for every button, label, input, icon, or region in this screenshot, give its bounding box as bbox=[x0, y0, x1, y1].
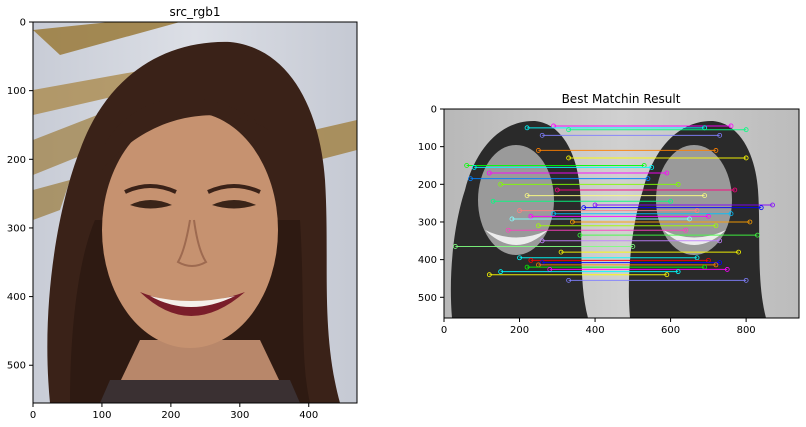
keypoint-marker bbox=[649, 164, 655, 170]
keypoint-marker bbox=[728, 123, 734, 129]
y-tick-label: 200 bbox=[7, 155, 26, 166]
y-tick-label: 0 bbox=[431, 105, 437, 116]
keypoint-marker bbox=[486, 272, 492, 278]
keypoint-marker bbox=[694, 208, 700, 214]
keypoint-marker bbox=[755, 232, 760, 238]
keypoint-marker bbox=[705, 213, 711, 219]
keypoint-marker bbox=[566, 127, 572, 133]
keypoint-marker bbox=[743, 277, 749, 283]
keypoint-marker bbox=[524, 125, 530, 131]
keypoint-marker bbox=[539, 132, 545, 138]
keypoint-marker bbox=[452, 244, 458, 249]
keypoint-marker bbox=[630, 244, 636, 249]
axis-ticks: 0 200 400 600 800 0 100 200 300 400 500 bbox=[418, 105, 756, 337]
keypoint-marker bbox=[566, 277, 572, 283]
keypoint-marker bbox=[728, 211, 734, 217]
keypoint-marker bbox=[528, 257, 534, 263]
keypoint-marker bbox=[713, 223, 719, 229]
y-tick-label: 100 bbox=[7, 86, 26, 97]
y-tick-label: 200 bbox=[418, 180, 437, 191]
keypoint-marker bbox=[668, 198, 673, 204]
keypoint-marker bbox=[664, 272, 670, 278]
keypoint-marker bbox=[713, 262, 719, 268]
x-tick-label: 800 bbox=[737, 325, 756, 336]
match-lines bbox=[452, 123, 775, 283]
keypoint-marker bbox=[747, 219, 753, 225]
keypoint-marker bbox=[509, 216, 515, 222]
keypoint-marker bbox=[675, 181, 681, 187]
keypoint-marker bbox=[558, 249, 564, 255]
x-tick-label: 300 bbox=[230, 410, 249, 421]
keypoint-marker bbox=[717, 132, 723, 138]
keypoint-marker bbox=[724, 267, 730, 272]
keypoint-marker bbox=[570, 219, 575, 225]
keypoint-marker bbox=[592, 202, 598, 208]
x-tick-label: 600 bbox=[661, 325, 680, 336]
keypoint-marker bbox=[645, 176, 651, 182]
keypoint-marker bbox=[770, 202, 775, 208]
keypoint-marker bbox=[524, 264, 530, 270]
gray-portrait-left bbox=[450, 120, 588, 318]
keypoint-marker bbox=[536, 223, 541, 229]
keypoint-marker bbox=[536, 148, 541, 153]
axes-best-match: Best Matchin Result 0 200 400 600 800 0 100 200… bbox=[418, 92, 800, 337]
y-tick-label: 400 bbox=[7, 292, 26, 303]
keypoint-marker bbox=[717, 238, 723, 244]
keypoint-marker bbox=[743, 127, 749, 133]
keypoint-marker bbox=[539, 238, 545, 244]
keypoint-marker bbox=[581, 205, 587, 211]
x-tick-label: 200 bbox=[510, 325, 529, 336]
keypoint-marker bbox=[517, 208, 522, 214]
y-tick-label: 100 bbox=[418, 142, 437, 153]
x-tick-label: 200 bbox=[161, 410, 180, 421]
y-tick-label: 500 bbox=[418, 293, 437, 304]
x-tick-label: 100 bbox=[92, 410, 111, 421]
x-tick-label: 400 bbox=[586, 325, 605, 336]
keypoint-marker bbox=[675, 269, 681, 275]
keypoint-marker bbox=[486, 170, 492, 176]
keypoint-marker bbox=[471, 164, 477, 170]
keypoint-marker bbox=[505, 227, 511, 233]
keypoint-marker bbox=[498, 269, 504, 275]
y-tick-label: 0 bbox=[20, 18, 26, 29]
portrait-color-image bbox=[33, 22, 357, 403]
keypoint-marker bbox=[713, 148, 719, 153]
keypoint-marker bbox=[554, 187, 560, 193]
keypoint-marker bbox=[702, 193, 707, 199]
y-tick-label: 300 bbox=[7, 223, 26, 234]
x-tick-label: 0 bbox=[441, 325, 447, 336]
keypoint-marker bbox=[490, 198, 496, 204]
keypoint-marker bbox=[687, 216, 692, 222]
keypoint-marker bbox=[528, 213, 534, 219]
keypoint-marker bbox=[717, 260, 723, 266]
gray-portrait-right bbox=[628, 120, 766, 318]
y-tick-label: 500 bbox=[7, 361, 26, 372]
matched-grayscale-image bbox=[444, 109, 799, 318]
keypoint-marker bbox=[464, 163, 470, 168]
keypoint-marker bbox=[743, 155, 749, 161]
axes-src-rgb1: src_rgb1 bbox=[7, 5, 358, 422]
keypoint-marker bbox=[524, 193, 530, 199]
keypoint-marker bbox=[566, 155, 572, 161]
keypoint-marker bbox=[498, 181, 504, 187]
keypoint-marker bbox=[758, 205, 764, 211]
x-tick-label: 0 bbox=[30, 410, 36, 421]
y-tick-label: 300 bbox=[418, 217, 437, 228]
keypoint-marker bbox=[732, 187, 738, 193]
keypoint-marker bbox=[468, 176, 473, 182]
y-tick-label: 400 bbox=[418, 255, 437, 266]
keypoint-marker bbox=[664, 170, 670, 176]
keypoint-marker bbox=[736, 249, 741, 255]
plot-title-best-match: Best Matchin Result bbox=[562, 92, 681, 106]
keypoint-marker bbox=[551, 211, 556, 217]
keypoint-marker bbox=[683, 227, 689, 233]
x-tick-label: 400 bbox=[299, 410, 318, 421]
axis-ticks: 0 100 200 300 400 0 100 200 300 400 500 bbox=[7, 18, 318, 422]
keypoint-marker bbox=[694, 255, 700, 261]
keypoint-marker bbox=[577, 232, 583, 238]
keypoint-marker bbox=[517, 255, 522, 261]
plot-title-src-rgb1: src_rgb1 bbox=[169, 5, 220, 19]
